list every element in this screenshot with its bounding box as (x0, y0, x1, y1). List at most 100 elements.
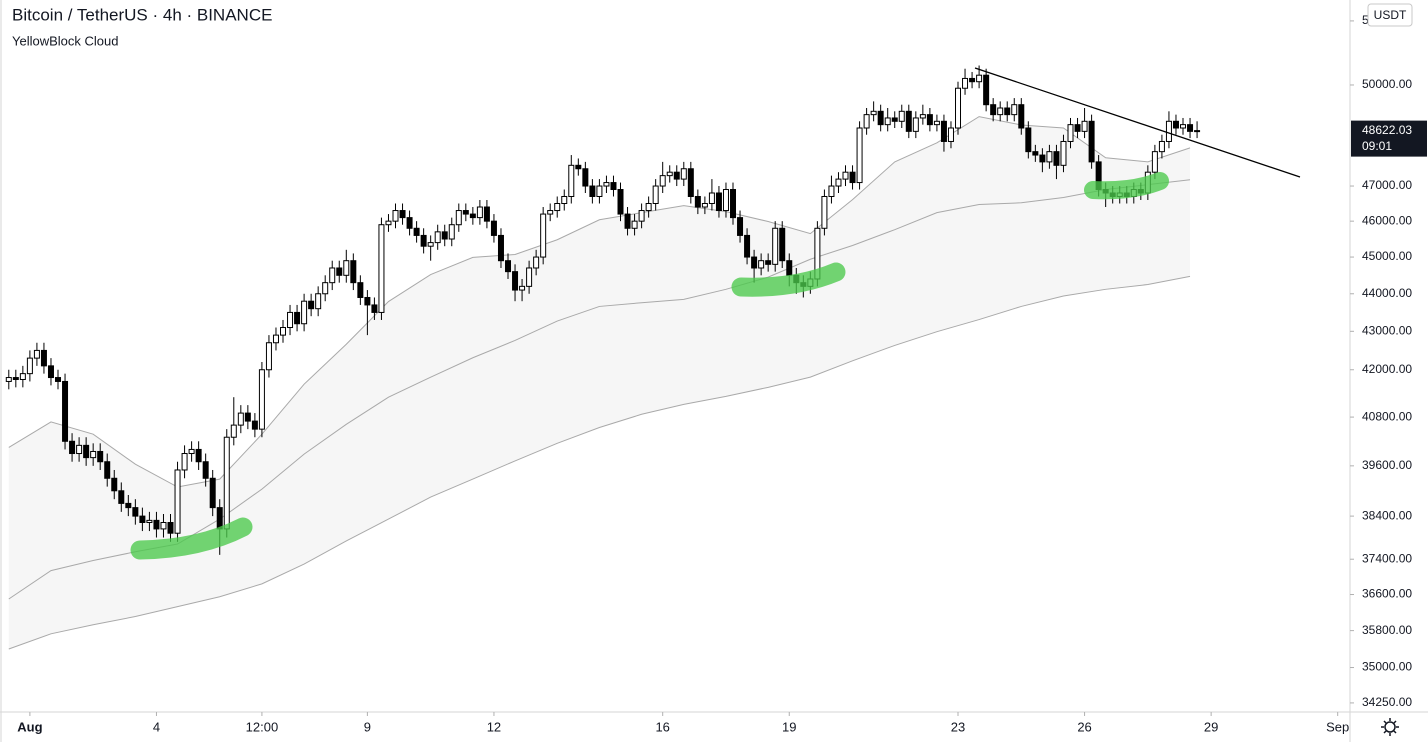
candle-body (905, 110, 912, 132)
candle-body (385, 220, 392, 226)
indicator-line (8, 179, 1191, 600)
candle-body (378, 224, 385, 313)
candle-body (104, 461, 111, 479)
currency-badge[interactable]: USDT (1367, 3, 1413, 27)
candle-body (125, 502, 132, 509)
candle-body (294, 311, 301, 325)
candle-body (62, 380, 69, 442)
candle-body (1011, 104, 1018, 116)
x-tick-label: 12:00 (246, 719, 279, 734)
x-tick-label: Aug (17, 719, 42, 734)
candle-body (1172, 120, 1179, 129)
candle-body (1074, 124, 1081, 132)
candle-body (638, 210, 645, 222)
candle-body (441, 231, 448, 240)
candle-body (427, 242, 434, 247)
candle-body (1158, 140, 1165, 153)
candle-body (940, 120, 947, 142)
candle-body (280, 327, 287, 336)
candle-body (216, 507, 223, 530)
candle-body (336, 267, 343, 276)
candle-body (997, 107, 1004, 116)
candle-body (547, 210, 554, 215)
candle-body (631, 220, 638, 229)
y-tick-label: 40800.00 (1362, 409, 1412, 423)
badge-text: USDT (1374, 8, 1407, 22)
candle-body (76, 444, 83, 455)
candle-body (582, 168, 589, 187)
candle-body (195, 448, 202, 463)
candle-body (19, 373, 26, 380)
candle-body (568, 164, 575, 197)
candle-body (526, 267, 533, 287)
candle-body (308, 300, 315, 310)
candle-body (694, 195, 701, 208)
candle-body (90, 450, 97, 459)
candle-body (1046, 151, 1053, 163)
y-tick-label: 35000.00 (1362, 660, 1412, 674)
candle-body (884, 117, 891, 126)
x-tick-label: 9 (364, 719, 371, 734)
y-tick-label: 42000.00 (1362, 362, 1412, 376)
candle-body (434, 231, 441, 244)
candle-body (821, 195, 828, 229)
gear (1384, 721, 1396, 733)
x-tick-label: Sep (1326, 719, 1349, 734)
candle-body (786, 260, 793, 276)
candle-body (730, 189, 737, 219)
candle-body (976, 74, 983, 83)
candle-body (1194, 130, 1201, 133)
candle-body (842, 171, 849, 180)
candle-body (673, 171, 680, 180)
candle-body (779, 227, 786, 262)
candle-body (751, 256, 758, 269)
candle-body (350, 260, 357, 284)
candle-body (666, 171, 673, 177)
candle-body (624, 213, 631, 229)
candle-body (272, 334, 279, 344)
candle-body (969, 77, 976, 83)
candle-body (505, 260, 512, 273)
candle-body (329, 267, 336, 284)
candle-body (1025, 127, 1032, 153)
plot-area (5, 65, 1201, 650)
x-tick-label: 26 (1077, 719, 1091, 734)
candle-body (146, 519, 153, 524)
candle-body (287, 311, 294, 329)
candle-body (497, 234, 504, 262)
candle-body (132, 507, 139, 517)
y-tick-label: 37400.00 (1362, 551, 1412, 565)
candle-body (645, 203, 652, 212)
candle-body (251, 420, 258, 430)
candle-body (870, 110, 877, 116)
y-tick-label: 35800.00 (1362, 623, 1412, 637)
candle-body (12, 377, 19, 380)
candle-body (722, 189, 729, 212)
settings-icon[interactable] (1381, 718, 1399, 736)
candle-body (1067, 124, 1074, 142)
candle-body (687, 168, 694, 197)
candle-body (448, 224, 455, 240)
x-tick-label: 19 (782, 719, 796, 734)
candle-body (490, 220, 497, 236)
candle-body (301, 300, 308, 325)
candle-body (596, 185, 603, 197)
candle-body (877, 110, 884, 126)
candle-body (420, 234, 427, 247)
y-tick-label: 36600.00 (1362, 587, 1412, 601)
candle-body (223, 436, 230, 530)
candle-body (765, 260, 772, 265)
candle-body (69, 440, 76, 455)
candle-body (371, 304, 378, 313)
price-axis: 34250.00 35000.00 35800.00 36600.00 37400.00… (1350, 13, 1412, 709)
candle-body (364, 296, 371, 306)
highlight (731, 262, 846, 297)
candle-body (188, 448, 195, 455)
candle-body (652, 185, 659, 205)
candle-body (1004, 107, 1011, 116)
candle-body (181, 453, 188, 471)
candle-body (357, 282, 364, 298)
candle-body (947, 127, 954, 142)
candle-body (603, 182, 610, 187)
x-tick-label: 29 (1204, 719, 1218, 734)
